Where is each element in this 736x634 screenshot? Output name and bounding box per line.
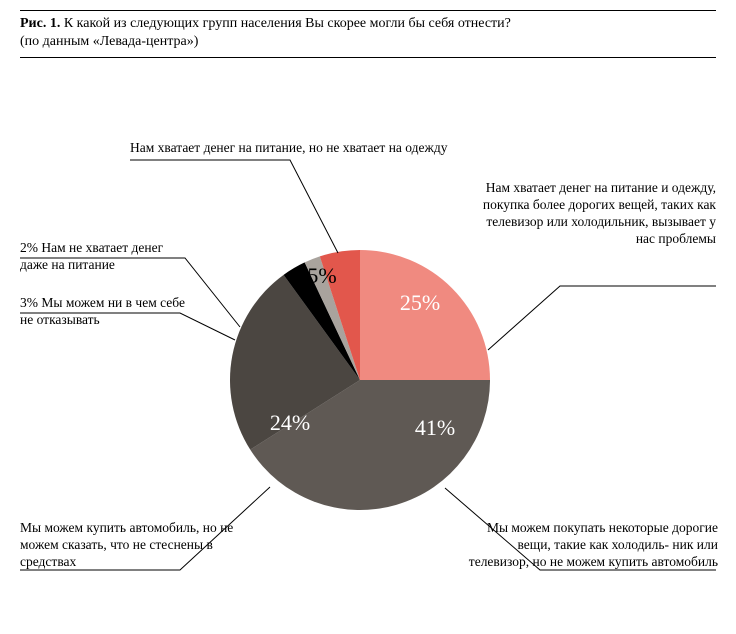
title-prefix: Рис. 1.	[20, 16, 60, 31]
pct-label-s24: 24%	[270, 410, 310, 435]
leader-s25	[488, 286, 716, 350]
slice-label-s24: Мы можем купить автомобиль, но не можем …	[20, 520, 250, 571]
pct-label-s41: 41%	[415, 415, 455, 440]
title-source: (по данным «Левада-центра»)	[20, 34, 198, 49]
slice-label-s2: 2% Нам не хватает денег даже на питание	[20, 240, 180, 274]
pie-slice-s5	[320, 250, 360, 380]
pie-slice-s41	[250, 380, 490, 510]
pie-slice-s25	[360, 250, 490, 380]
leader-s41	[445, 488, 716, 570]
pie-slice-s24	[230, 275, 360, 450]
slice-label-s25: Нам хватает денег на питание и одежду, п…	[470, 180, 716, 248]
top-rule	[20, 10, 716, 11]
leader-s3	[20, 313, 235, 340]
leader-s5	[130, 160, 338, 253]
title-bottom-rule	[20, 57, 716, 58]
pct-label-s25: 25%	[400, 290, 440, 315]
figure-title: Рис. 1. К какой из следующих групп насел…	[20, 15, 716, 51]
pie-chart: 25% 41% 24% 5% Нам хватает денег на питание…	[0, 0, 736, 629]
leader-s2	[20, 258, 240, 327]
pct-label-s5: 5%	[307, 263, 336, 288]
pie-slice-s2	[305, 256, 360, 380]
pie-slice-s3	[284, 262, 360, 380]
title-question: К какой из следующих групп населения Вы …	[64, 16, 511, 31]
slice-label-s3: 3% Мы можем ни в чем себе не отказывать	[20, 295, 190, 329]
leader-s24	[20, 487, 270, 570]
slice-label-s41: Мы можем покупать некоторые дорогие вещи…	[468, 520, 718, 571]
slice-label-s5: Нам хватает денег на питание, но не хват…	[130, 140, 530, 157]
